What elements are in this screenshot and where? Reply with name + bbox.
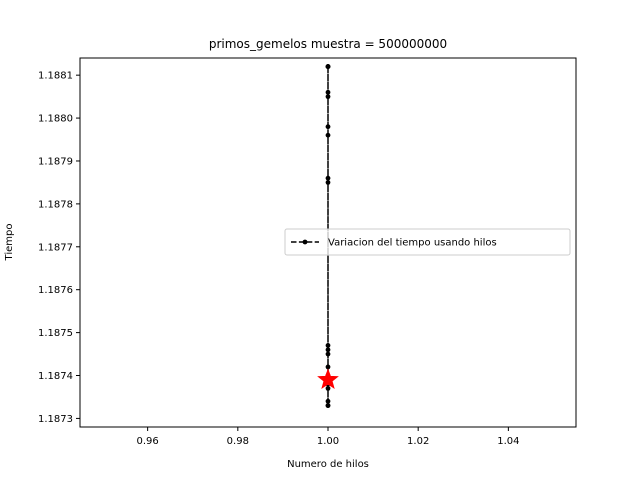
data-point: [325, 385, 331, 391]
y-axis-label: Tiempo: [4, 224, 15, 262]
x-tick-label: 0.98: [227, 436, 249, 447]
data-point: [325, 343, 331, 348]
y-tick-label: 1.1880: [38, 114, 73, 125]
y-tick-label: 1.1876: [38, 285, 73, 296]
y-tick-label: 1.1878: [38, 199, 73, 210]
y-tick-label: 1.1877: [38, 242, 73, 253]
data-point: [325, 347, 331, 353]
legend-marker-swatch: [302, 239, 308, 245]
chart-title: primos_gemelos muestra = 500000000: [209, 37, 447, 51]
x-tick-label: 1.04: [497, 436, 519, 447]
data-point: [325, 398, 331, 404]
data-point: [325, 403, 331, 408]
plot-area: [317, 64, 339, 408]
data-point: [325, 94, 331, 100]
x-axis-label: Numero de hilos: [287, 459, 369, 470]
y-tick-label: 1.1874: [38, 371, 73, 382]
y-tick-label: 1.1875: [38, 328, 73, 339]
legend-box: [284, 228, 571, 256]
y-tick-label: 1.1879: [38, 156, 73, 167]
y-tick-label: 1.1873: [38, 414, 73, 425]
data-point: [325, 89, 331, 95]
y-tick-label: 1.1881: [38, 71, 73, 82]
legend: Variacion del tiempo usando hilos: [284, 228, 571, 256]
x-tick-label: 1.00: [317, 436, 339, 447]
data-point: [325, 364, 331, 370]
x-tick-label: 0.96: [137, 436, 159, 447]
x-axis-ticks: 0.96 0.98 1.00 1.02 1.04: [137, 427, 519, 447]
data-point: [325, 132, 331, 138]
data-point: [325, 351, 331, 357]
legend-label: Variacion del tiempo usando hilos: [328, 238, 497, 249]
data-point: [325, 180, 331, 185]
y-axis-ticks: 1.1873 1.1874 1.1875 1.1876 1.1877 1.1878 1.18…: [38, 71, 80, 425]
data-point: [325, 64, 331, 69]
data-point: [325, 175, 331, 181]
highlight-star-marker: [317, 368, 339, 390]
data-point: [325, 124, 331, 130]
x-tick-label: 1.02: [407, 436, 429, 447]
